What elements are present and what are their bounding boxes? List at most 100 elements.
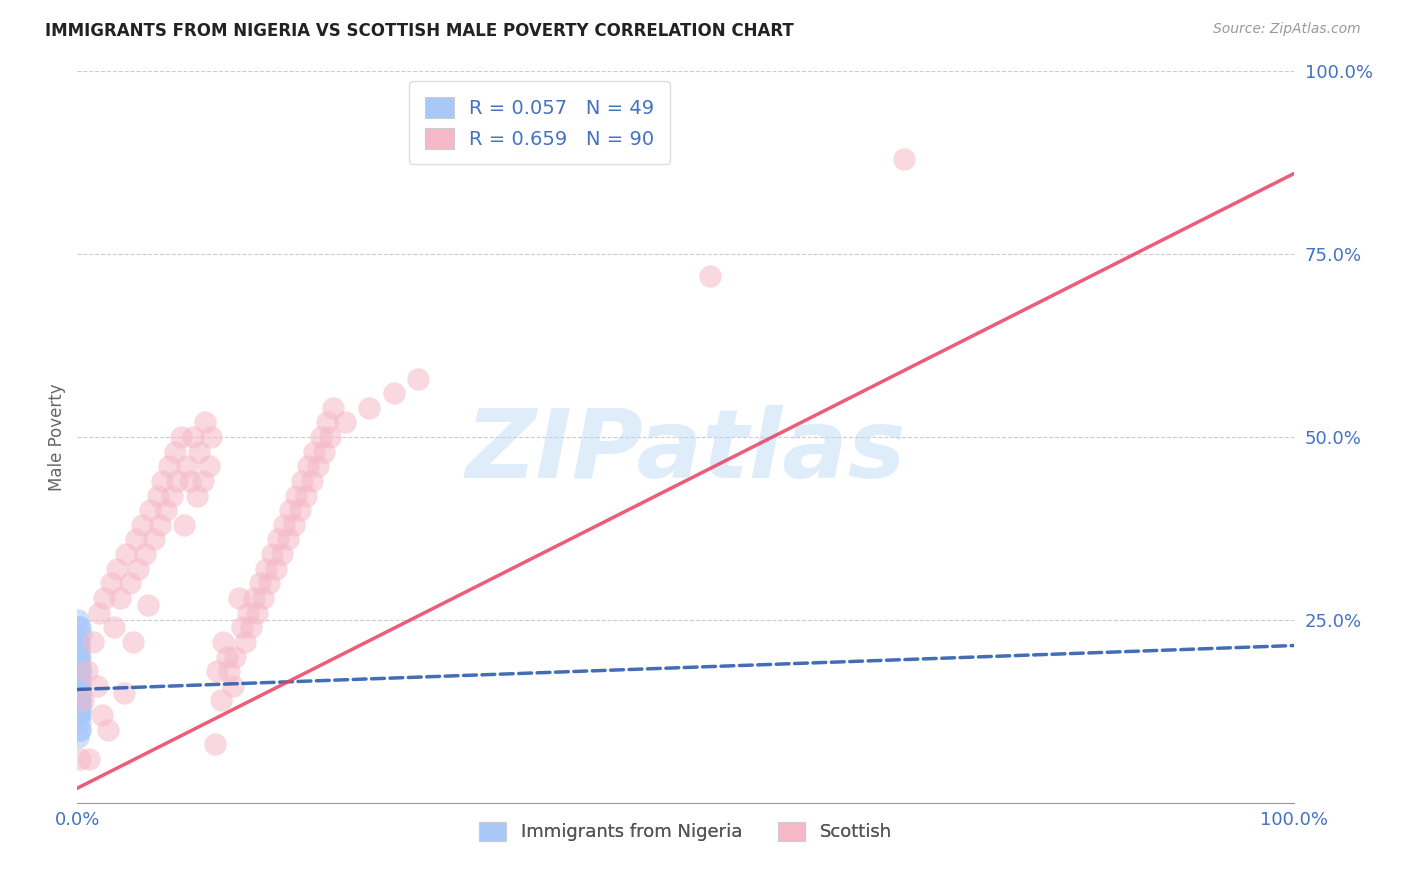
Point [188, 444, 211, 458]
Point [118, 576, 141, 591]
Point [67, 679, 90, 693]
Point [89, 606, 111, 620]
Point [218, 664, 240, 678]
Point [163, 444, 186, 458]
Point [273, 517, 295, 532]
Point [291, 474, 314, 488]
Point [108, 591, 131, 605]
Point [93, 591, 115, 605]
Point [191, 474, 214, 488]
Point [134, 547, 156, 561]
Point [82, 635, 104, 649]
Point [66, 700, 89, 714]
Point [149, 517, 172, 532]
Point [224, 649, 246, 664]
Point [893, 152, 915, 166]
Point [260, 547, 283, 561]
Point [67, 657, 90, 671]
Point [103, 620, 125, 634]
Point [222, 679, 245, 693]
Point [212, 635, 235, 649]
Point [166, 474, 188, 488]
Point [127, 562, 149, 576]
Legend: Immigrants from Nigeria, Scottish: Immigrants from Nigeria, Scottish [472, 814, 898, 848]
Point [69, 715, 91, 730]
Point [115, 547, 138, 561]
Point [249, 576, 271, 591]
Point [278, 503, 301, 517]
Point [315, 416, 337, 430]
Point [67, 649, 90, 664]
Point [69, 693, 91, 707]
Point [69, 752, 91, 766]
Text: Source: ZipAtlas.com: Source: ZipAtlas.com [1213, 22, 1361, 37]
Point [267, 533, 290, 547]
Point [67, 693, 90, 707]
Point [67, 686, 90, 700]
Point [76, 664, 98, 678]
Point [200, 430, 222, 444]
Point [67, 700, 90, 714]
Point [67, 708, 90, 723]
Point [231, 620, 253, 634]
Point [67, 679, 90, 693]
Point [69, 672, 91, 686]
Point [69, 649, 91, 664]
Point [66, 686, 89, 700]
Point [69, 679, 91, 693]
Point [67, 679, 90, 693]
Point [70, 664, 93, 678]
Point [240, 620, 263, 634]
Point [157, 459, 180, 474]
Point [270, 547, 292, 561]
Point [142, 533, 165, 547]
Point [228, 591, 250, 605]
Point [67, 620, 90, 634]
Point [66, 730, 89, 744]
Point [304, 444, 326, 458]
Point [197, 459, 219, 474]
Point [170, 430, 193, 444]
Point [252, 591, 274, 605]
Point [131, 517, 153, 532]
Point [72, 693, 94, 707]
Point [155, 503, 177, 517]
Point [67, 642, 90, 657]
Point [236, 606, 259, 620]
Point [66, 672, 89, 686]
Point [160, 489, 183, 503]
Point [295, 489, 318, 503]
Point [186, 489, 208, 503]
Point [107, 562, 129, 576]
Point [67, 664, 90, 678]
Point [66, 613, 89, 627]
Point [301, 474, 323, 488]
Point [259, 576, 281, 591]
Text: ZIPatlas: ZIPatlas [465, 405, 905, 499]
Point [319, 430, 342, 444]
Point [67, 672, 90, 686]
Point [314, 444, 336, 458]
Point [254, 562, 277, 576]
Point [69, 686, 91, 700]
Point [67, 635, 90, 649]
Point [194, 416, 217, 430]
Point [333, 416, 356, 430]
Point [139, 503, 162, 517]
Point [66, 635, 89, 649]
Point [69, 723, 91, 737]
Point [209, 693, 232, 707]
Point [359, 401, 381, 415]
Point [309, 430, 332, 444]
Point [66, 664, 89, 678]
Point [69, 723, 91, 737]
Point [264, 562, 287, 576]
Point [67, 642, 90, 657]
Point [322, 401, 344, 415]
Point [297, 459, 319, 474]
Point [233, 635, 256, 649]
Point [100, 576, 122, 591]
Point [90, 708, 112, 723]
Point [97, 723, 120, 737]
Point [69, 708, 91, 723]
